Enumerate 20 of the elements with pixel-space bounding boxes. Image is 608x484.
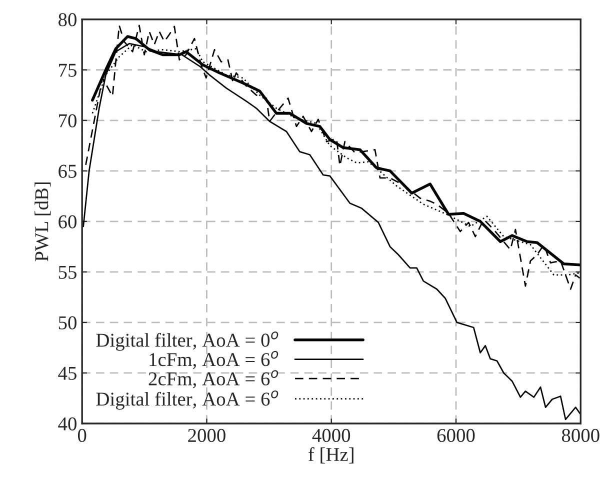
y-tick-label: 80 xyxy=(58,13,76,26)
y-tick-label: 40 xyxy=(58,417,76,430)
x-tick-label: 2000 xyxy=(188,428,226,442)
x-tick-label: 4000 xyxy=(312,428,350,442)
x-tick-label: 6000 xyxy=(437,428,475,442)
x-tick-label: 8000 xyxy=(562,428,600,442)
y-tick-label: 75 xyxy=(59,64,76,77)
y-tick-label: 60 xyxy=(58,215,76,228)
legend-label: 1cFm, AoA = 6$^{o}$ xyxy=(150,350,278,369)
legend-label: Digital filter, AoA = 0$^{o}$ xyxy=(96,332,278,351)
y-tick-label: 45 xyxy=(58,366,76,380)
y-tick-label: 50 xyxy=(58,316,76,330)
y-axis-title: PWL [dB] xyxy=(34,182,51,262)
y-tick-label: 65 xyxy=(58,164,76,178)
x-tick-label: 0 xyxy=(78,428,86,442)
legend-label: 2cFm, AoA = 6$^{o}$ xyxy=(148,370,278,388)
y-tick-label: 55 xyxy=(58,266,76,279)
y-tick-label: 70 xyxy=(59,114,76,128)
legend-label: Digital filter, AoA = 6$^{o}$ xyxy=(96,390,278,410)
x-axis-title: f [Hz] xyxy=(308,447,354,464)
